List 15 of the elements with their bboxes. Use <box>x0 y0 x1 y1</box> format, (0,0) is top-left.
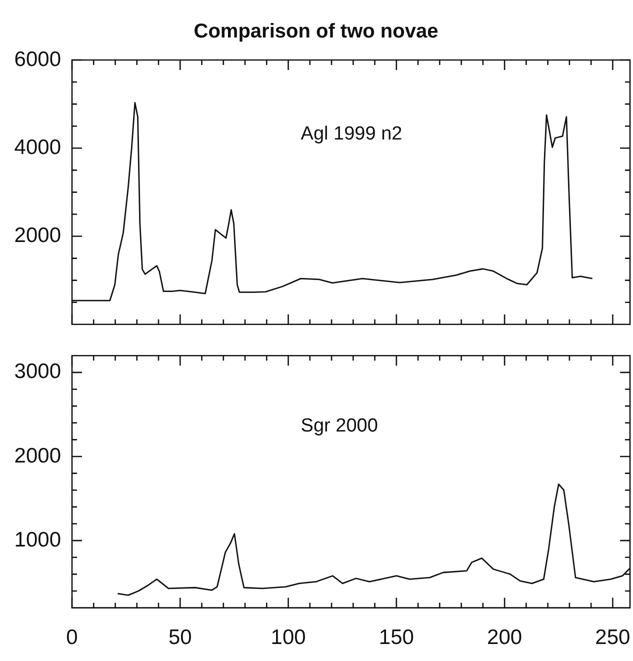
y-tick-label: 2000 <box>14 444 61 468</box>
x-tick-label: 150 <box>378 626 414 650</box>
x-tick-label: 0 <box>66 626 78 650</box>
text: Sgr 2000 <box>300 415 378 436</box>
x-tick-label: 100 <box>270 626 306 650</box>
text: Agl 1999 n2 <box>300 123 402 144</box>
y-tick-label: 3000 <box>14 360 61 384</box>
y-tick-label: 4000 <box>14 136 61 159</box>
x-tick-label: 50 <box>168 626 192 650</box>
y-tick-label: 2000 <box>14 224 61 248</box>
y-tick-label: 1000 <box>14 528 61 552</box>
y-tick-label: 6000 <box>14 48 61 71</box>
chart-title: Comparison of two novae <box>194 20 438 43</box>
x-tick-label: 250 <box>595 626 630 650</box>
x-tick-label: 200 <box>487 626 522 650</box>
